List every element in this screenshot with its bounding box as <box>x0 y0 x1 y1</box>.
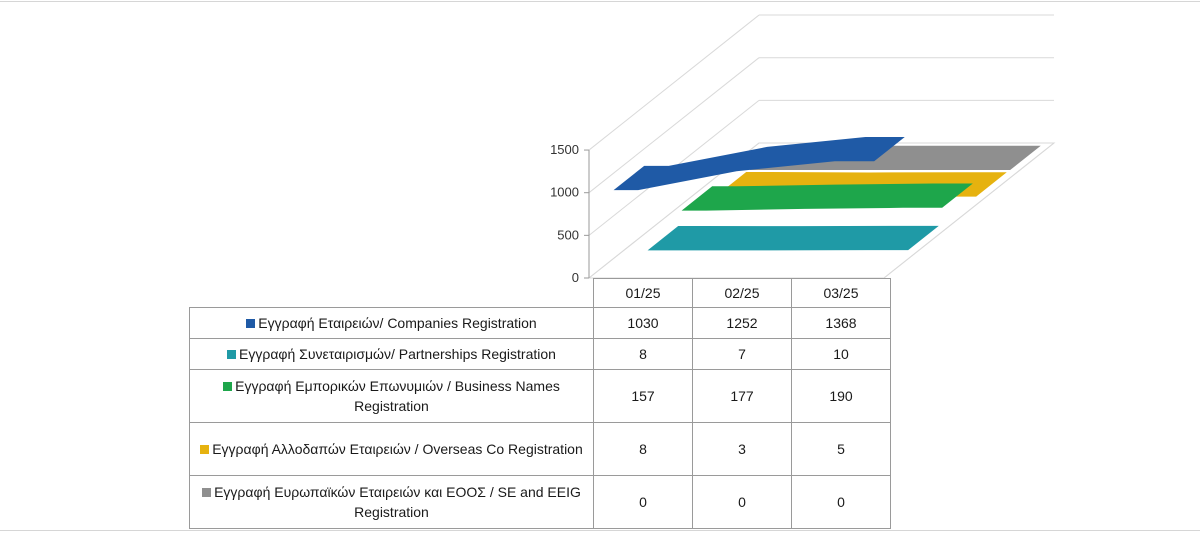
table-row: Εγγραφή Συνεταιρισμών/ Partnerships Regi… <box>189 338 891 370</box>
table-header-cell: 01/25 <box>593 278 693 308</box>
data-table: 01/25 02/25 03/25 Εγγραφή Εταιρειών/ Com… <box>189 278 891 529</box>
table-cell: 0 <box>593 475 693 529</box>
table-header-row: 01/25 02/25 03/25 <box>189 278 891 308</box>
table-cell: 5 <box>791 422 891 476</box>
table-header-cell: 03/25 <box>791 278 891 308</box>
legend-cell: Εγγραφή Εμπορικών Επωνυμιών / Business N… <box>189 369 594 423</box>
table-cell: 157 <box>593 369 693 423</box>
table-cell: 190 <box>791 369 891 423</box>
table-corner <box>189 278 594 308</box>
legend-swatch <box>200 445 210 454</box>
table-row: Εγγραφή Ευρωπαϊκών Εταιρειών και ΕΟΟΣ / … <box>189 475 891 529</box>
table-cell: 1252 <box>692 307 792 339</box>
frame-bottom-border <box>0 530 1200 531</box>
table-cell: 0 <box>692 475 792 529</box>
series-ribbon-1 <box>647 225 939 251</box>
table-cell: 10 <box>791 338 891 370</box>
legend-label: Εγγραφή Εμπορικών Επωνυμιών / Business N… <box>235 378 560 414</box>
gridline-side <box>588 57 760 194</box>
table-row: Εγγραφή Εμπορικών Επωνυμιών / Business N… <box>189 369 891 423</box>
y-tick-label: 500 <box>557 227 579 242</box>
series-ribbon-2 <box>681 183 973 211</box>
table-cell: 177 <box>692 369 792 423</box>
table-cell: 8 <box>593 338 693 370</box>
series-ribbons <box>613 137 1041 251</box>
legend-swatch <box>223 382 233 391</box>
series-ribbon-0 <box>613 137 905 191</box>
table-cell: 7 <box>692 338 792 370</box>
table-cell: 0 <box>791 475 891 529</box>
table-cell: 1368 <box>791 307 891 339</box>
legend-label: Εγγραφή Εταιρειών/ Companies Registratio… <box>258 315 537 331</box>
legend-cell: Εγγραφή Εταιρειών/ Companies Registratio… <box>189 307 594 339</box>
legend-swatch <box>227 350 237 359</box>
table-row: Εγγραφή Εταιρειών/ Companies Registratio… <box>189 307 891 339</box>
y-axis: 0 500 1000 1500 <box>550 142 590 285</box>
table-cell: 1030 <box>593 307 693 339</box>
table-cell: 3 <box>692 422 792 476</box>
frame-top-border <box>0 1 1200 2</box>
table-header-cell: 02/25 <box>692 278 792 308</box>
table-cell: 8 <box>593 422 693 476</box>
legend-swatch <box>246 319 256 328</box>
table-row: Εγγραφή Αλλοδαπών Εταιρειών / Overseas C… <box>189 422 891 476</box>
legend-label: Εγγραφή Ευρωπαϊκών Εταιρειών και ΕΟΟΣ / … <box>214 484 581 520</box>
gridline-side <box>588 14 760 151</box>
y-tick-label: 1000 <box>550 185 579 200</box>
legend-cell: Εγγραφή Αλλοδαπών Εταιρειών / Overseas C… <box>189 422 594 476</box>
legend-cell: Εγγραφή Συνεταιρισμών/ Partnerships Regi… <box>189 338 594 370</box>
legend-cell: Εγγραφή Ευρωπαϊκών Εταιρειών και ΕΟΟΣ / … <box>189 475 594 529</box>
y-tick-label: 1500 <box>550 142 579 157</box>
legend-swatch <box>202 488 212 497</box>
floor-right-edge <box>883 142 1055 279</box>
legend-label: Εγγραφή Συνεταιρισμών/ Partnerships Regi… <box>239 346 556 362</box>
y-tick-label: 0 <box>572 270 579 285</box>
legend-label: Εγγραφή Αλλοδαπών Εταιρειών / Overseas C… <box>212 441 583 457</box>
